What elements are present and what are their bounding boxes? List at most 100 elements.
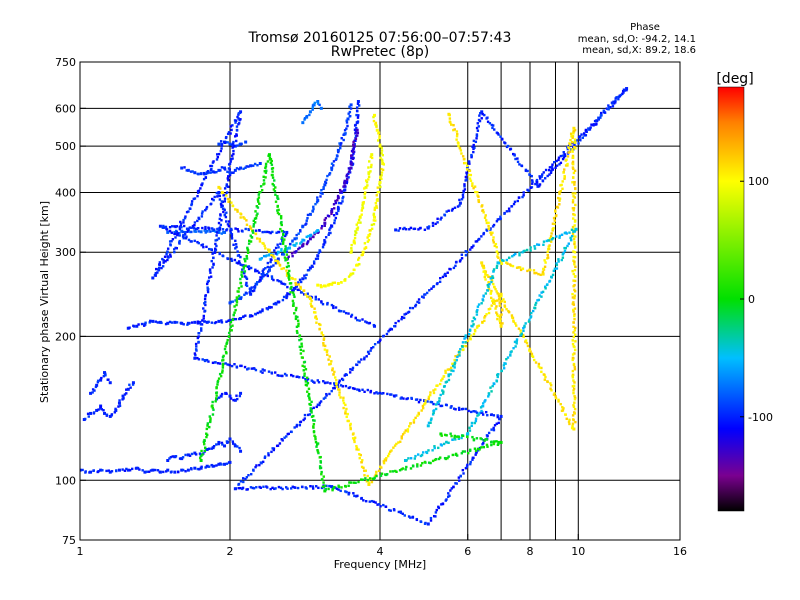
data-point bbox=[256, 206, 260, 209]
data-point bbox=[281, 487, 284, 491]
data-point bbox=[366, 474, 369, 478]
data-point bbox=[498, 315, 502, 319]
data-point bbox=[573, 196, 576, 199]
data-point bbox=[389, 470, 392, 473]
data-point bbox=[476, 308, 479, 312]
data-point bbox=[374, 201, 378, 205]
data-point bbox=[220, 232, 223, 235]
data-point bbox=[486, 445, 489, 448]
data-point bbox=[355, 445, 358, 448]
data-point bbox=[280, 247, 283, 251]
data-point bbox=[260, 188, 264, 192]
data-point bbox=[563, 249, 567, 253]
data-point bbox=[477, 195, 480, 198]
data-point bbox=[527, 320, 531, 323]
data-point bbox=[207, 447, 211, 450]
data-point bbox=[176, 233, 179, 237]
data-point bbox=[233, 363, 236, 366]
data-point bbox=[522, 335, 525, 339]
data-point bbox=[246, 246, 249, 250]
data-point bbox=[622, 91, 625, 94]
data-point bbox=[464, 341, 467, 344]
data-point bbox=[518, 251, 521, 255]
data-point bbox=[399, 440, 402, 443]
data-point bbox=[566, 244, 569, 248]
data-point bbox=[162, 470, 165, 474]
data-point bbox=[126, 326, 130, 330]
data-point bbox=[450, 434, 453, 438]
data-point bbox=[220, 219, 223, 222]
data-point bbox=[316, 403, 320, 406]
data-point bbox=[393, 508, 396, 512]
data-point bbox=[311, 380, 315, 383]
data-point bbox=[501, 138, 504, 141]
data-point bbox=[208, 269, 212, 273]
data-point bbox=[217, 377, 221, 380]
data-point bbox=[337, 488, 340, 491]
data-point bbox=[239, 449, 243, 453]
data-point bbox=[206, 170, 210, 173]
data-point bbox=[320, 472, 323, 476]
data-point bbox=[457, 437, 461, 440]
data-point bbox=[571, 342, 575, 346]
data-point bbox=[445, 498, 448, 501]
data-point bbox=[196, 191, 200, 194]
data-point bbox=[205, 358, 209, 362]
data-point bbox=[572, 250, 575, 253]
data-point bbox=[240, 273, 243, 277]
data-point bbox=[449, 366, 453, 370]
data-point bbox=[550, 275, 553, 279]
data-point bbox=[405, 397, 408, 401]
data-point bbox=[432, 514, 436, 518]
data-point bbox=[255, 464, 258, 467]
data-point bbox=[495, 380, 499, 383]
data-point bbox=[479, 411, 482, 415]
data-point bbox=[542, 243, 545, 246]
data-point bbox=[423, 460, 427, 464]
data-point bbox=[315, 445, 318, 448]
data-point bbox=[376, 392, 379, 395]
data-point bbox=[330, 208, 334, 211]
data-point bbox=[344, 132, 347, 135]
data-point bbox=[229, 231, 233, 235]
data-point bbox=[408, 228, 411, 231]
data-point bbox=[390, 449, 393, 452]
data-point bbox=[548, 244, 551, 247]
data-point bbox=[316, 448, 319, 452]
data-point bbox=[198, 320, 202, 324]
data-point bbox=[417, 411, 420, 415]
data-point bbox=[314, 315, 318, 318]
data-point bbox=[247, 242, 251, 245]
data-point bbox=[342, 399, 345, 402]
data-point bbox=[417, 412, 420, 416]
data-point bbox=[356, 120, 360, 123]
data-point bbox=[573, 183, 576, 186]
data-point bbox=[573, 224, 576, 227]
data-point bbox=[210, 321, 214, 324]
data-point bbox=[313, 434, 316, 437]
data-point bbox=[190, 203, 193, 207]
data-point bbox=[263, 455, 267, 458]
data-point bbox=[510, 205, 513, 208]
data-point bbox=[275, 303, 278, 306]
data-point bbox=[156, 469, 160, 472]
data-point bbox=[434, 222, 437, 226]
data-point bbox=[342, 310, 346, 313]
data-point bbox=[285, 257, 289, 261]
data-point bbox=[305, 235, 308, 239]
data-point bbox=[484, 214, 487, 217]
data-point bbox=[229, 132, 232, 135]
data-point bbox=[528, 347, 532, 351]
data-point bbox=[555, 164, 559, 167]
data-point bbox=[344, 403, 347, 407]
data-point bbox=[529, 268, 532, 272]
data-point bbox=[144, 321, 147, 324]
data-point bbox=[572, 325, 575, 329]
data-point bbox=[305, 222, 308, 225]
data-point bbox=[265, 169, 268, 173]
data-point bbox=[209, 271, 212, 274]
data-point bbox=[541, 290, 545, 294]
data-point bbox=[477, 199, 480, 202]
data-point bbox=[356, 116, 360, 119]
data-point bbox=[258, 191, 261, 194]
